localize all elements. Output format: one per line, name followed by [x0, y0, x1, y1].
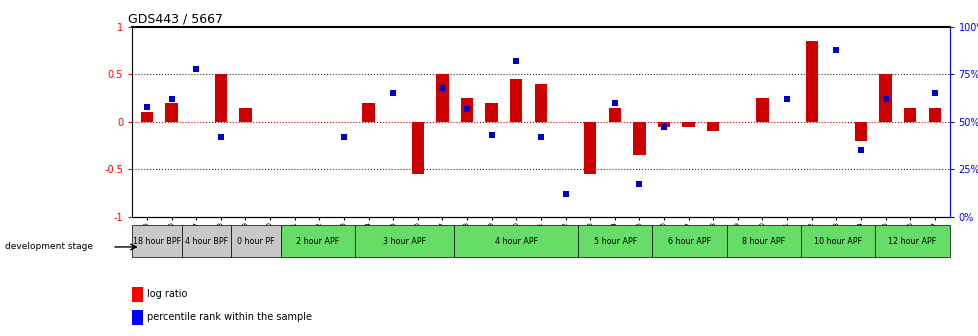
Bar: [608, 108, 620, 122]
Bar: [461, 98, 472, 122]
Point: [459, 106, 474, 111]
Bar: [800, 225, 874, 257]
Text: 3 hour APF: 3 hour APF: [382, 237, 425, 246]
Bar: [411, 122, 423, 174]
Bar: [928, 108, 940, 122]
Text: 12 hour APF: 12 hour APF: [887, 237, 936, 246]
Text: percentile rank within the sample: percentile rank within the sample: [148, 312, 312, 322]
Bar: [436, 74, 448, 122]
Bar: [165, 103, 178, 122]
Bar: [485, 103, 497, 122]
Point: [926, 91, 942, 96]
Point: [188, 66, 203, 71]
Bar: [355, 225, 454, 257]
Text: 18 hour BPF: 18 hour BPF: [133, 237, 181, 246]
Text: log ratio: log ratio: [148, 290, 188, 299]
Text: 8 hour APF: 8 hour APF: [741, 237, 784, 246]
Point: [532, 134, 548, 140]
Bar: [903, 108, 915, 122]
Point: [631, 182, 646, 187]
Point: [606, 100, 622, 106]
Bar: [633, 122, 645, 155]
Bar: [651, 225, 726, 257]
Text: 4 hour BPF: 4 hour BPF: [185, 237, 228, 246]
Point: [557, 191, 573, 197]
Bar: [584, 122, 596, 174]
Point: [213, 134, 229, 140]
Point: [827, 47, 843, 52]
Bar: [182, 225, 231, 257]
Text: 2 hour APF: 2 hour APF: [296, 237, 339, 246]
Bar: [874, 225, 949, 257]
Point: [852, 148, 867, 153]
Bar: [132, 225, 182, 257]
Bar: [682, 122, 694, 127]
Point: [434, 85, 450, 90]
Text: 5 hour APF: 5 hour APF: [593, 237, 636, 246]
Point: [508, 58, 523, 64]
Point: [877, 96, 893, 102]
Text: development stage: development stage: [5, 243, 93, 251]
Bar: [878, 74, 891, 122]
Bar: [214, 74, 227, 122]
Bar: [706, 122, 719, 131]
Bar: [132, 287, 143, 302]
Text: GDS443 / 5667: GDS443 / 5667: [128, 13, 223, 26]
Point: [778, 96, 794, 102]
Bar: [854, 122, 867, 141]
Point: [385, 91, 401, 96]
Bar: [577, 225, 651, 257]
Bar: [534, 84, 547, 122]
Bar: [657, 122, 670, 127]
Text: 6 hour APF: 6 hour APF: [667, 237, 710, 246]
Bar: [281, 225, 355, 257]
Bar: [805, 41, 817, 122]
Bar: [141, 112, 153, 122]
Point: [139, 104, 155, 109]
Point: [163, 96, 179, 102]
Bar: [362, 103, 375, 122]
Bar: [726, 225, 800, 257]
Bar: [454, 225, 577, 257]
Bar: [756, 98, 768, 122]
Point: [483, 132, 499, 138]
Point: [335, 134, 351, 140]
Bar: [231, 225, 281, 257]
Point: [655, 125, 671, 130]
Bar: [510, 79, 522, 122]
Text: 4 hour APF: 4 hour APF: [494, 237, 537, 246]
Text: 10 hour APF: 10 hour APF: [814, 237, 862, 246]
Text: 0 hour PF: 0 hour PF: [237, 237, 275, 246]
Bar: [132, 309, 143, 325]
Bar: [239, 108, 251, 122]
